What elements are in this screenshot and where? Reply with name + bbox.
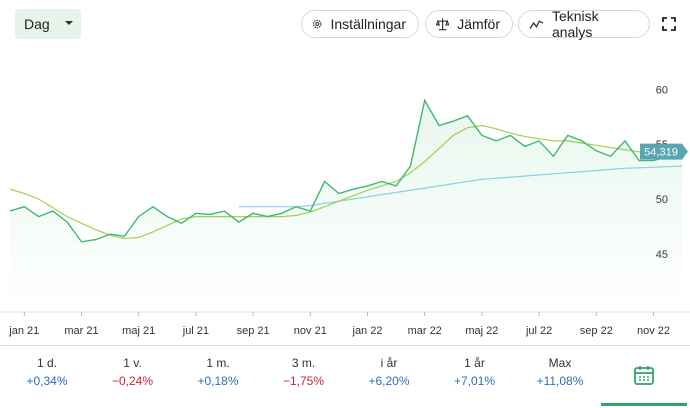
period-label: 3 m.	[291, 356, 316, 370]
x-tick-label: jan 21	[8, 325, 39, 337]
button-label: Teknisk analys	[551, 8, 599, 40]
price-tag	[640, 143, 688, 160]
period-change: +0,34%	[26, 374, 68, 388]
x-tick-label: nov 22	[637, 325, 670, 337]
period-change: +0,18%	[197, 374, 239, 388]
period-label: 1 d.	[36, 356, 57, 370]
price-line	[9, 98, 683, 243]
calendar-tab[interactable]	[601, 346, 687, 406]
period-change: +11,08%	[536, 374, 584, 388]
x-tick-label: jul 21	[182, 325, 209, 337]
period-label: 1 m.	[206, 356, 230, 370]
period-option[interactable]: 3 m. −1,75%	[261, 356, 347, 388]
period-label: i år	[380, 356, 398, 370]
period-change: −0,24%	[111, 374, 154, 388]
settings-button[interactable]: Inställningar	[301, 10, 419, 38]
period-change: +7,01%	[453, 374, 496, 388]
x-tick-label: sep 22	[580, 325, 613, 337]
period-change: +6,20%	[368, 374, 410, 388]
button-label: Inställningar	[330, 16, 407, 32]
x-tick-label: mar 21	[64, 325, 98, 337]
interval-dropdown[interactable]: Dag	[15, 9, 81, 39]
x-tick-label: maj 22	[465, 325, 498, 337]
period-label: Max	[548, 356, 572, 370]
x-tick-label: sep 21	[237, 325, 270, 337]
technical-button[interactable]: Teknisk analys	[518, 8, 650, 40]
gear-icon	[312, 19, 322, 29]
period-option[interactable]: 1 m. +0,18%	[175, 356, 261, 388]
compare-button[interactable]: Jämför	[425, 10, 513, 38]
period-option[interactable]: 1 år +7,01%	[432, 356, 518, 388]
x-tick-label: nov 21	[294, 325, 327, 337]
x-tick-label: maj 21	[122, 325, 155, 337]
x-tick-label: jul 22	[525, 325, 552, 337]
expand-icon[interactable]	[662, 17, 676, 31]
trend-icon	[529, 20, 544, 30]
period-option[interactable]: Max +11,08%	[517, 356, 603, 388]
period-option[interactable]: i år +6,20%	[346, 356, 432, 388]
caret	[65, 21, 73, 25]
calendar-icon	[634, 365, 654, 385]
period-bar: 1 d. +0,34% 1 v. −0,24% 1 m. +0,18% 3 m. −1,75%…	[0, 345, 690, 408]
y-tick-label: 60	[656, 84, 668, 96]
x-tick-label: jan 22	[352, 325, 383, 337]
period-option[interactable]: 1 d. +0,34%	[4, 356, 90, 388]
button-label: Jämför	[457, 16, 500, 32]
scale-icon	[436, 18, 450, 31]
interval-label: Dag	[24, 16, 50, 32]
period-change: −1,75%	[282, 374, 325, 388]
period-label: 1 år	[464, 356, 485, 370]
price-tag-label: 54,319	[644, 147, 678, 159]
price-area	[10, 100, 683, 312]
period-label: 1 v.	[123, 356, 142, 370]
period-option[interactable]: 1 v. −0,24%	[90, 356, 176, 388]
x-tick-label: mar 22	[408, 325, 442, 337]
